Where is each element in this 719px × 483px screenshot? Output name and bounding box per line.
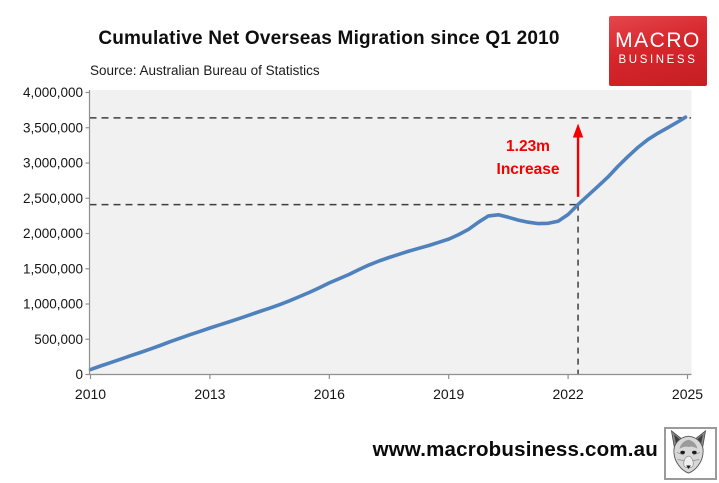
logo-word-macro: MACRO [615,29,701,52]
y-tick-label: 3,000,000 [23,156,83,171]
website-url: www.macrobusiness.com.au [372,438,658,461]
migration-line-chart: 0 500,000 1,000,000 1,500,000 2,000,000 2,500… [23,85,703,402]
x-tick-label: 2013 [194,386,225,402]
macrobusiness-logo: MACRO BUSINESS [609,16,707,86]
x-tick-label: 2016 [314,386,345,402]
y-tick-label: 500,000 [34,332,83,347]
x-tick-label: 2022 [553,386,584,402]
y-tick-label: 1,000,000 [23,297,83,312]
y-tick-label: 2,500,000 [23,191,83,206]
y-tick-label: 0 [75,367,83,382]
chart-source-note: Source: Australian Bureau of Statistics [90,63,320,78]
fox-nose [686,465,691,470]
increase-annotation-word: Increase [496,161,560,178]
y-tick-label: 4,000,000 [23,85,83,100]
y-tick-label: 1,500,000 [23,261,83,276]
x-tick-label: 2019 [433,386,464,402]
fox-left-eye [680,450,685,455]
chart-title: Cumulative Net Overseas Migration since … [98,28,560,49]
x-tick-label: 2025 [672,386,703,402]
y-tick-label: 2,000,000 [23,226,83,241]
logo-word-business: BUSINESS [618,54,698,66]
fox-head-sketch-icon [670,429,707,474]
increase-annotation-value: 1.23m [506,138,550,155]
y-tick-label: 3,500,000 [23,120,83,135]
fox-logo [664,427,717,480]
increase-annotation: 1.23m Increase [461,135,595,181]
plot-area [89,90,692,375]
x-tick-label: 2010 [75,386,106,402]
fox-right-eye [692,450,697,455]
migration-data-line [88,115,688,372]
increase-arrow-head-icon [572,123,584,138]
